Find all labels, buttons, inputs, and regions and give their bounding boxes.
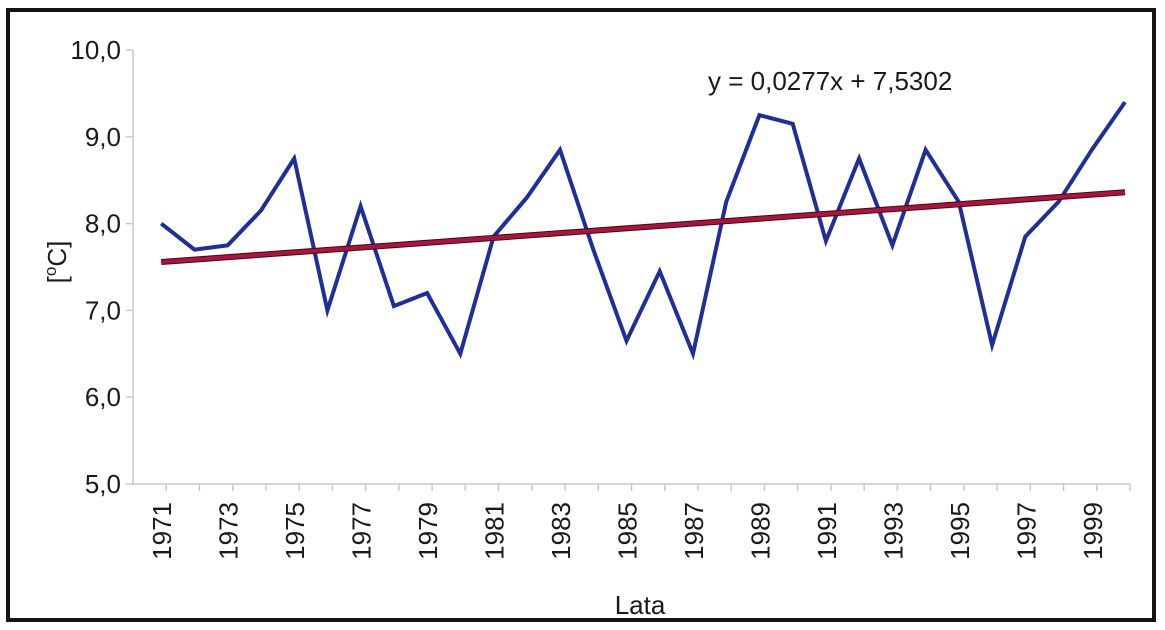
x-axis: 1971 1973 1975 1977 1979 1981 1983 1985 1987 1989… [133,483,1131,560]
trendline-area [161,189,1126,265]
y-axis: 5,0 6,0 7,0 8,0 9,0 10,0 [70,35,134,499]
x-tick-label: 1985 [613,502,643,560]
y-axis-title: [oC] [41,241,72,284]
y-axis-title-open: [ [42,275,72,283]
trendline [161,190,1126,264]
x-tick-label: 1979 [413,502,443,560]
x-tick-label: 1993 [878,502,908,560]
y-axis-title-unit: C] [42,241,72,267]
x-tick-label: 1997 [1011,502,1041,560]
x-tick-label: 1973 [214,502,244,560]
y-axis-title-degree: o [41,267,60,276]
x-tick-label: 1983 [546,502,576,560]
x-tick-label: 1987 [679,502,709,560]
x-tick-label: 1995 [945,502,975,560]
y-tick-label: 10,0 [70,35,121,65]
x-tick-label: 1999 [1078,502,1108,560]
series-line-0 [159,100,1127,361]
y-tick-label: 9,0 [85,122,121,152]
trendline-equation: y = 0,0277x + 7,5302 [708,66,952,96]
x-tick-label: 1989 [745,502,775,560]
y-tick-label: 7,0 [85,295,121,325]
x-tick-label: 1981 [480,502,510,560]
y-tick-label: 8,0 [85,209,121,239]
chart-frame [6,8,1156,622]
x-axis-title: Lata [615,590,666,620]
x-tick-label: 1991 [812,502,842,560]
x-tick-label: 1971 [147,502,177,560]
x-tick-label: 1975 [280,502,310,560]
y-tick-label: 6,0 [85,382,121,412]
y-tick-label: 5,0 [85,469,121,499]
x-tick-label: 1977 [347,502,377,560]
